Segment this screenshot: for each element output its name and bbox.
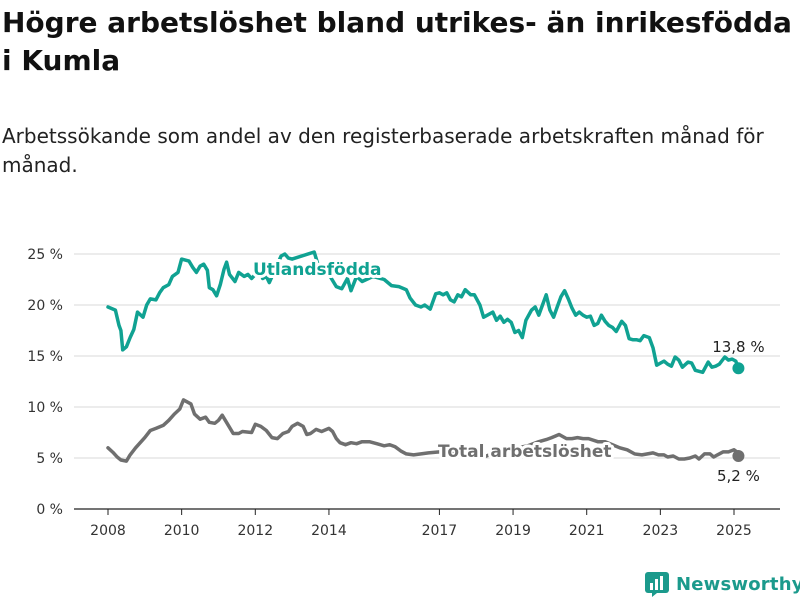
y-tick-label: 0 % xyxy=(36,502,63,518)
series-label-foreign-born: Utlandsfödda xyxy=(253,260,382,280)
x-tick-label: 2012 xyxy=(237,523,273,539)
x-tick-label: 2010 xyxy=(164,523,200,539)
x-tick-label: 2019 xyxy=(495,523,531,539)
series-label-total: Total arbetslöshet xyxy=(438,442,612,462)
end-point-total xyxy=(732,449,745,462)
brand-logo: Newsworthy xyxy=(644,570,800,598)
end-label-foreign-born: 13,8 % xyxy=(712,338,764,356)
x-tick-label: 2023 xyxy=(643,523,679,539)
end-point-foreign-born xyxy=(732,362,745,375)
x-tick-label: 2014 xyxy=(311,523,347,539)
y-tick-label: 20 % xyxy=(27,298,63,314)
foreign-born-line xyxy=(106,250,741,375)
y-tick-label: 10 % xyxy=(27,400,63,416)
y-tick-label: 15 % xyxy=(27,349,63,365)
end-label-total: 5,2 % xyxy=(717,467,760,485)
chart-subtitle: Arbetssökande som andel av den registerb… xyxy=(2,124,764,177)
total-unemployment-line xyxy=(106,398,741,463)
chart-title: Högre arbetslöshet bland utrikes- än inr… xyxy=(2,6,792,77)
series-label-foreign-born-halo: Utlandsfödda xyxy=(253,260,382,280)
y-tick-label: 5 % xyxy=(36,451,63,467)
y-tick-label: 25 % xyxy=(27,247,63,263)
x-tick-label: 2021 xyxy=(569,523,605,539)
x-tick-label: 2025 xyxy=(716,523,752,539)
series-label-total-halo: Total arbetslöshet xyxy=(438,442,612,462)
x-tick-label: 2008 xyxy=(90,523,126,539)
brand-name: Newsworthy xyxy=(676,573,800,595)
newsworthy-logo-icon xyxy=(645,572,669,597)
x-tick-label: 2017 xyxy=(422,523,458,539)
